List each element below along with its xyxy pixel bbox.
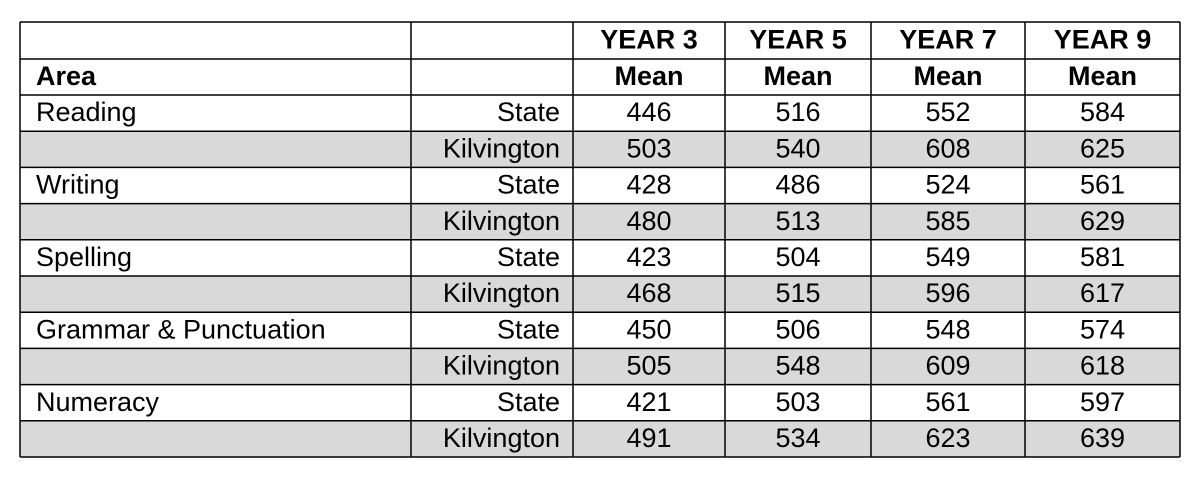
value-cell: 561 [1080, 170, 1125, 200]
area-cell: Grammar & Punctuation [36, 314, 326, 344]
row-shade [20, 276, 1180, 313]
group-cell: State [497, 170, 560, 200]
value-cell: 503 [626, 133, 671, 163]
value-cell: 639 [1080, 423, 1125, 453]
value-cell: 516 [775, 97, 820, 127]
value-cell: 574 [1080, 314, 1125, 344]
value-cell: 581 [1080, 242, 1125, 272]
row-shade [20, 420, 1180, 457]
value-cell: 480 [626, 206, 671, 236]
value-cell: 423 [626, 242, 671, 272]
row-shade [20, 131, 1180, 168]
area-cell: Spelling [36, 242, 132, 272]
group-cell: Kilvington [443, 351, 560, 381]
value-cell: 618 [1080, 351, 1125, 381]
stat-header: Mean [763, 61, 832, 91]
value-cell: 552 [925, 97, 970, 127]
group-cell: State [497, 97, 560, 127]
value-cell: 515 [775, 278, 820, 308]
year-header: YEAR 9 [1054, 25, 1152, 55]
group-cell: Kilvington [443, 133, 560, 163]
value-cell: 505 [626, 351, 671, 381]
value-cell: 491 [626, 423, 671, 453]
stat-header: Mean [1068, 61, 1137, 91]
area-cell: Writing [36, 170, 120, 200]
value-cell: 625 [1080, 133, 1125, 163]
year-header: YEAR 3 [600, 25, 698, 55]
value-cell: 629 [1080, 206, 1125, 236]
value-cell: 623 [925, 423, 970, 453]
value-cell: 561 [925, 387, 970, 417]
row-shade [20, 203, 1180, 240]
year-header: YEAR 7 [899, 25, 997, 55]
value-cell: 596 [925, 278, 970, 308]
value-cell: 617 [1080, 278, 1125, 308]
area-header: Area [36, 61, 97, 91]
group-cell: State [497, 387, 560, 417]
stat-header: Mean [913, 61, 982, 91]
value-cell: 608 [925, 133, 970, 163]
year-header: YEAR 5 [749, 25, 847, 55]
value-cell: 585 [925, 206, 970, 236]
stat-header: Mean [614, 61, 683, 91]
value-cell: 609 [925, 351, 970, 381]
area-cell: Numeracy [36, 387, 160, 417]
value-cell: 506 [775, 314, 820, 344]
value-cell: 540 [775, 133, 820, 163]
value-cell: 503 [775, 387, 820, 417]
value-cell: 513 [775, 206, 820, 236]
value-cell: 534 [775, 423, 820, 453]
value-cell: 597 [1080, 387, 1125, 417]
value-cell: 450 [626, 314, 671, 344]
group-cell: Kilvington [443, 278, 560, 308]
value-cell: 549 [925, 242, 970, 272]
value-cell: 548 [775, 351, 820, 381]
group-cell: State [497, 314, 560, 344]
area-cell: Reading [36, 97, 137, 127]
group-cell: Kilvington [443, 423, 560, 453]
group-cell: Kilvington [443, 206, 560, 236]
value-cell: 468 [626, 278, 671, 308]
value-cell: 548 [925, 314, 970, 344]
group-cell: State [497, 242, 560, 272]
row-shade [20, 348, 1180, 385]
value-cell: 428 [626, 170, 671, 200]
value-cell: 421 [626, 387, 671, 417]
value-cell: 486 [775, 170, 820, 200]
value-cell: 504 [775, 242, 820, 272]
value-cell: 446 [626, 97, 671, 127]
value-cell: 524 [925, 170, 970, 200]
value-cell: 584 [1080, 97, 1125, 127]
